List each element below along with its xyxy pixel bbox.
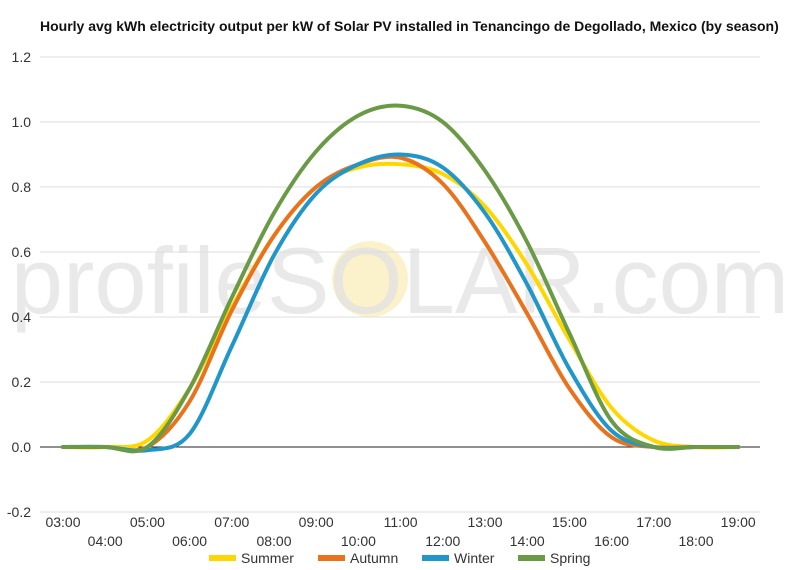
legend-swatch [318,555,345,561]
y-tick-label: 0.8 [12,179,32,195]
legend-swatch [422,555,449,561]
y-tick-label: 1.0 [12,114,32,130]
y-tick-label: -0.2 [7,504,31,520]
y-tick-label: 0.6 [12,244,32,260]
y-tick-label: 0.0 [12,439,32,455]
watermark: profileSOLAR.com [11,228,789,333]
x-tick-label: 05:00 [130,514,165,530]
x-tick-label: 14:00 [510,533,545,549]
x-tick-label: 18:00 [678,533,713,549]
legend-item-summer: Summer [209,550,294,566]
x-tick-label: 09:00 [299,514,334,530]
y-tick-label: 1.2 [12,49,32,65]
y-tick-label: 0.2 [12,374,32,390]
series-line-winter [61,152,741,453]
x-tick-labels: 03:00 04:00 05:00 06:00 07:00 08:00 09:00 10:00… [45,514,755,549]
x-tick-label: 16:00 [594,533,629,549]
legend-item-winter: Winter [422,550,495,566]
y-tick-label: 0.4 [12,309,32,325]
x-tick-label: 13:00 [467,514,502,530]
legend: Summer Autumn Winter Spring [209,550,590,566]
legend-label: Summer [241,550,294,566]
series-lines [61,103,741,454]
legend-label: Winter [454,550,495,566]
series-line-spring [61,103,741,454]
x-tick-label: 03:00 [45,514,80,530]
chart-title: Hourly avg kWh electricity output per kW… [40,18,779,34]
grid [40,56,760,513]
watermark-text: profileSOLAR.com [11,228,789,333]
x-tick-label: 06:00 [172,533,207,549]
legend-item-spring: Spring [518,550,590,566]
x-tick-label: 17:00 [636,514,671,530]
x-tick-label: 12:00 [425,533,460,549]
legend-label: Spring [550,550,590,566]
legend-swatch [209,555,236,561]
legend-swatch [518,555,545,561]
x-tick-label: 19:00 [721,514,756,530]
series-line-autumn [61,154,741,453]
x-tick-label: 04:00 [88,533,123,549]
legend-item-autumn: Autumn [318,550,398,566]
x-tick-label: 11:00 [384,514,418,530]
watermark-sun [332,241,408,317]
x-tick-label: 07:00 [214,514,249,530]
x-tick-label: 08:00 [256,533,291,549]
x-tick-label: 10:00 [341,533,376,549]
x-tick-label: 15:00 [552,514,587,530]
y-tick-labels: -0.2 0.0 0.2 0.4 0.6 0.8 1.0 1.2 [7,49,31,520]
legend-label: Autumn [350,550,398,566]
